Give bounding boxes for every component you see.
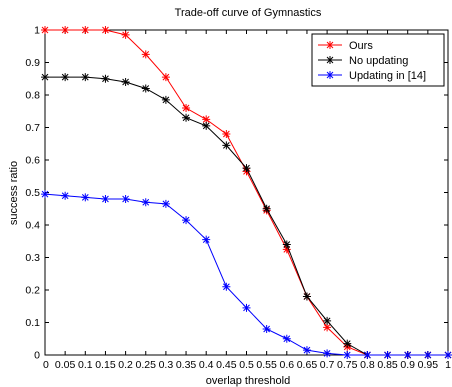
x-tick-label: 0.4 [199,359,214,371]
data-point [423,351,432,359]
x-tick-label: 0.9 [400,359,415,371]
x-tick-label: 0.5 [239,359,254,371]
data-point [121,195,130,203]
x-tick-label: 0.55 [256,359,277,371]
data-point [101,26,110,34]
y-tick-label: 0.1 [25,317,40,329]
data-point [121,78,130,86]
data-point [81,193,90,202]
x-tick-label: 0.65 [297,359,318,371]
x-axis-ticks: 0 0.05 0.1 0.15 0.2 0.25 0.3 0.35 0.4 0.45 0.5 0.55… [43,30,451,371]
data-point [161,95,170,104]
series-3 [41,190,452,359]
data-point [81,26,90,34]
data-point [343,339,352,348]
y-tick-label: 1 [34,25,40,37]
x-tick-label: 0.25 [136,359,157,371]
data-point [41,26,49,34]
data-point [41,73,49,82]
x-tick-label: 0.3 [159,359,174,371]
legend-marker [326,56,334,64]
data-point [121,30,130,39]
data-point [242,164,251,173]
y-tick-label: 0 [34,350,40,362]
y-axis-ticks: 0 0.1 0.2 0.3 0.4 0.5 0.6 0.7 0.8 0.9 1 [25,25,448,362]
data-point [302,346,311,355]
x-tick-label: 0 [43,359,49,371]
x-tick-label: 0.35 [176,359,197,371]
data-point [101,74,110,83]
data-point [262,325,271,333]
data-point [182,113,191,122]
data-point [61,26,70,34]
chart-title: Trade-off curve of Gymnastics [175,7,322,19]
data-point [161,73,170,82]
legend-label: Updating in [14] [349,70,426,82]
x-tick-label: 0.45 [216,359,237,371]
data-point [282,245,291,254]
y-tick-label: 0.8 [25,90,40,102]
x-tick-label: 0.95 [418,359,439,371]
legend-item: No updating [318,55,408,67]
y-axis-label: success ratio [8,161,20,225]
data-point [182,216,191,225]
x-tick-label: 0.2 [118,359,133,371]
data-point [323,316,332,325]
y-tick-label: 0.3 [25,252,40,264]
data-point [343,351,352,359]
x-tick-label: 0.7 [320,359,335,371]
data-point [81,73,90,82]
series-layer [41,26,452,359]
legend-item: Updating in [14] [318,70,426,82]
data-point [262,204,271,213]
data-point [302,292,311,301]
data-point [202,121,211,130]
data-point [282,240,291,249]
y-tick-label: 0.2 [25,285,40,297]
data-point [403,351,412,359]
data-point [383,351,392,359]
legend-item: Ours [318,40,373,52]
y-tick-label: 0.7 [25,122,40,134]
x-tick-label: 0.05 [55,359,76,371]
data-point [141,84,150,93]
data-point [182,104,191,112]
y-tick-label: 0.4 [25,220,40,232]
data-point [323,349,332,358]
legend-marker [326,41,334,49]
legend-marker [326,71,334,79]
data-point [141,50,150,59]
y-tick-label: 0.9 [25,57,40,69]
data-point [222,282,231,291]
data-point [282,334,291,343]
x-tick-label: 0.15 [95,359,116,371]
x-tick-label: 0.6 [279,359,294,371]
data-point [61,191,70,200]
x-tick-label: 0.75 [337,359,358,371]
data-point [202,235,211,244]
legend-label: No updating [349,55,408,67]
data-point [161,199,170,208]
x-tick-label: 0.8 [360,359,375,371]
data-point [61,73,70,82]
y-tick-label: 0.6 [25,155,40,167]
x-tick-label: 0.85 [377,359,398,371]
data-point [41,190,49,199]
data-point [363,351,372,359]
legend-label: Ours [349,40,373,52]
x-tick-label: 0.1 [78,359,93,371]
data-point [222,141,231,150]
data-point [242,303,251,312]
x-tick-label: 1 [445,359,451,371]
data-point [101,195,110,203]
x-axis-label: overlap threshold [206,375,290,387]
y-tick-label: 0.5 [25,187,40,199]
data-point [444,351,452,359]
data-point [222,130,231,138]
data-point [141,198,150,207]
legend: Ours No updating Updating in [14] [311,33,445,87]
